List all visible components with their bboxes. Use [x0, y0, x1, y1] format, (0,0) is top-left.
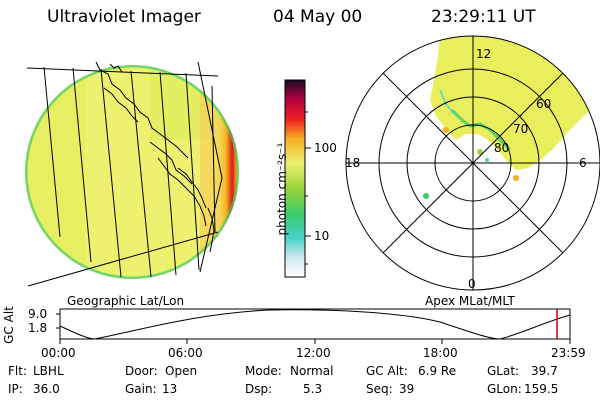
mlt-label-12: 12 — [476, 47, 492, 61]
mlat-label-70: 70 — [513, 122, 529, 136]
colorbar-tick-10: 10 — [314, 229, 330, 243]
auroral-oval — [430, 36, 600, 170]
status-value-glat: 39.7 — [531, 364, 558, 378]
status-key-seq: Seq: — [366, 382, 393, 396]
status-key-gcalt: GC Alt: — [366, 364, 408, 378]
coastlines — [95, 61, 215, 253]
status-value-ip: 36.0 — [33, 382, 60, 396]
altitude-xtick: 18:00 — [423, 346, 458, 360]
mlt-label-18: 18 — [345, 156, 361, 170]
polar-panel-label: Apex MLat/MLT — [425, 294, 515, 308]
altitude-xtick: 00:00 — [41, 346, 76, 360]
status-key-mode: Mode: — [245, 364, 282, 378]
status-value-glon: 159.5 — [524, 382, 559, 396]
mlat-label-80: 80 — [494, 141, 510, 155]
status-value-gain: 13 — [162, 382, 178, 396]
status-key-flt: Flt: — [8, 364, 27, 378]
altitude-xtick: 06:00 — [168, 346, 203, 360]
status-key-gain: Gain: — [125, 382, 157, 396]
status-key-door: Door: — [125, 364, 158, 378]
colorbar — [284, 79, 311, 278]
altitude-xtick: 23:59 — [551, 346, 586, 360]
mlat-mlt-grid — [345, 35, 600, 291]
altitude-ylabel: GC Alt — [2, 306, 16, 344]
observation-date: 04 May 00 — [273, 7, 363, 27]
mlat-label-60: 60 — [536, 97, 552, 111]
status-key-dsp: Dsp: — [245, 382, 273, 396]
limb-brightening — [213, 95, 237, 230]
status-value-door: Open — [165, 364, 198, 378]
status-value-gcalt: 6.9 Re — [418, 364, 457, 378]
instrument-title: Ultraviolet Imager — [47, 7, 201, 27]
geographic-grid — [26, 61, 223, 287]
altitude-plot — [56, 308, 571, 344]
status-value-mode: Normal — [290, 364, 334, 378]
altitude-ytick-min: 1.8 — [28, 321, 48, 335]
polar-plot — [345, 35, 600, 291]
status-value-flt: LBHL — [33, 364, 64, 378]
status-key-ip: IP: — [8, 382, 23, 396]
mlt-label-6: 6 — [579, 156, 587, 170]
altitude-xtick: 12:00 — [296, 346, 331, 360]
status-value-dsp: 5.3 — [303, 382, 323, 396]
colorbar-tick-100: 100 — [314, 141, 337, 155]
mlt-label-0: 0 — [468, 277, 476, 291]
altitude-curve — [59, 309, 571, 340]
colorbar-unit-label: photon cm⁻²s⁻¹ — [275, 142, 289, 236]
status-key-glat: GLat: — [487, 364, 520, 378]
earth-panel-label: Geographic Lat/Lon — [67, 294, 185, 308]
altitude-ytick-max: 9.0 — [28, 307, 48, 321]
status-key-glon: GLon: — [487, 382, 522, 396]
status-value-seq: 39 — [399, 382, 415, 396]
observation-time: 23:29:11 UT — [431, 7, 536, 27]
